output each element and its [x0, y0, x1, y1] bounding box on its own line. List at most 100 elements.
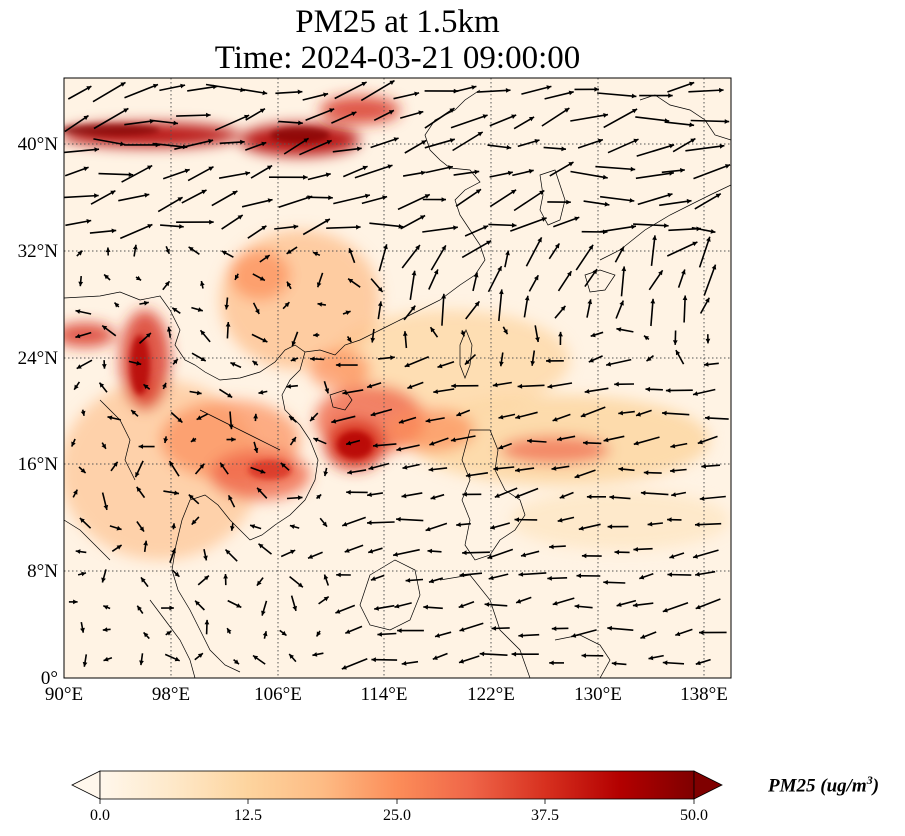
colorbar-min-extend — [71, 770, 101, 800]
wind-arrow-head — [171, 548, 176, 554]
wind-arrow-shaft — [90, 189, 116, 205]
wind-arrow-shaft — [205, 83, 246, 92]
wind-arrow-head — [101, 577, 106, 583]
wind-arrow-head — [699, 630, 704, 635]
wind-arrow-head — [479, 651, 485, 657]
wind-arrow-head — [711, 264, 717, 270]
wind-arrow-shaft — [575, 244, 594, 271]
wind-arrow-head — [83, 115, 89, 121]
wind-arrow-head — [441, 245, 446, 251]
wind-arrow-head — [580, 412, 586, 418]
wind-arrow-head — [681, 269, 686, 275]
wind-arrow-head — [204, 575, 209, 581]
wind-arrow-head — [420, 170, 426, 176]
lat-tick-8n: 8°N — [27, 561, 58, 582]
wind-arrow-head — [474, 301, 480, 307]
wind-arrow-head — [672, 340, 678, 345]
wind-arrow-head — [503, 329, 508, 335]
map-frame — [63, 77, 732, 679]
colorbar-label-end: ) — [872, 775, 880, 797]
wind-arrow-head — [430, 327, 436, 333]
wind-arrow-shaft — [425, 165, 454, 174]
wind-arrow-head — [437, 363, 443, 369]
wind-arrow-head — [191, 519, 197, 525]
lon-tick-106e: 106°E — [254, 684, 302, 705]
wind-arrow-head — [199, 463, 205, 469]
wind-arrow-head — [482, 114, 488, 119]
wind-arrow-head — [228, 495, 233, 501]
wind-arrow-head — [630, 166, 636, 172]
wind-arrow-head — [462, 492, 467, 497]
wind-arrow-head — [559, 494, 565, 499]
wind-arrow-head — [303, 138, 309, 143]
wind-arrow-shaft — [366, 521, 395, 524]
wind-arrow-shaft — [211, 190, 238, 207]
wind-arrow-head — [505, 250, 510, 256]
wind-arrow-shaft — [64, 194, 99, 199]
wind-arrow-head — [253, 413, 258, 419]
wind-arrow-head — [220, 462, 225, 468]
wind-arrow-head — [83, 166, 89, 172]
wind-arrow-head — [103, 504, 109, 510]
wind-arrow-head — [546, 358, 551, 364]
gridlines — [64, 78, 731, 678]
wind-arrow-head — [303, 174, 308, 180]
wind-arrow-head — [144, 192, 150, 198]
wind-arrow-head — [166, 326, 172, 332]
wind-arrow-head — [705, 297, 710, 303]
wind-arrow-head — [78, 281, 84, 287]
wind-arrow-head — [324, 219, 330, 224]
wind-arrow-head — [188, 246, 194, 252]
wind-arrow-head — [101, 364, 107, 369]
wind-arrow-head — [477, 132, 483, 137]
wind-arrow-head — [281, 630, 287, 636]
colorbar: 0.0 12.5 25.0 37.5 50.0 — [71, 770, 723, 824]
wind-arrow-head — [609, 494, 615, 500]
wind-arrow-head — [616, 602, 622, 607]
wind-arrow-shaft — [450, 114, 488, 129]
wind-arrow-head — [537, 237, 542, 243]
wind-arrow-head — [456, 522, 461, 527]
wind-arrow-shaft — [392, 548, 420, 557]
wind-arrow-head — [328, 195, 333, 201]
wind-arrow-head — [535, 337, 540, 342]
wind-arrow-shaft — [124, 83, 159, 99]
wind-arrow-head — [184, 168, 190, 174]
wind-arrow-head — [291, 437, 296, 443]
wind-arrow-shaft — [635, 172, 675, 180]
wind-arrow-head — [261, 141, 267, 147]
wind-arrow-head — [459, 658, 464, 664]
wind-arrow-head — [163, 438, 169, 443]
wind-arrow-head — [518, 572, 524, 577]
wind-arrow-shaft — [600, 195, 635, 202]
lat-tick-labels: 0° 8°N 16°N 24°N 32°N 40°N — [18, 134, 59, 689]
wind-arrow-shaft — [549, 161, 574, 177]
wind-arrow-head — [558, 331, 563, 337]
wind-arrow-head — [393, 137, 399, 142]
wind-arrow-head — [398, 224, 404, 229]
wind-arrow-head — [425, 526, 431, 532]
wind-arrow-shaft — [650, 298, 654, 327]
wind-arrow-head — [669, 554, 675, 559]
pm25-field — [64, 78, 731, 678]
wind-arrow-head — [267, 198, 273, 203]
wind-arrow-head — [323, 574, 329, 580]
wind-arrow-head — [693, 391, 698, 396]
wind-arrow-head — [94, 147, 99, 152]
wind-arrow-head — [424, 194, 430, 199]
wind-arrow-head — [227, 393, 233, 398]
wind-arrow-head — [507, 170, 513, 176]
wind-arrow-head — [362, 165, 368, 171]
wind-arrow-head — [73, 489, 78, 495]
wind-arrow-head — [629, 198, 635, 203]
wind-arrow-head — [584, 389, 590, 394]
wind-arrow-head — [335, 362, 341, 368]
wind-arrow-head — [511, 651, 517, 657]
wind-arrow-head — [136, 275, 142, 281]
wind-arrow-shaft — [98, 172, 134, 176]
lat-tick-0: 0° — [41, 668, 58, 689]
wind-arrow-head — [236, 603, 242, 608]
wind-arrow-head — [388, 110, 394, 115]
wind-arrow-head — [264, 255, 270, 260]
wind-arrow-head — [80, 410, 86, 416]
